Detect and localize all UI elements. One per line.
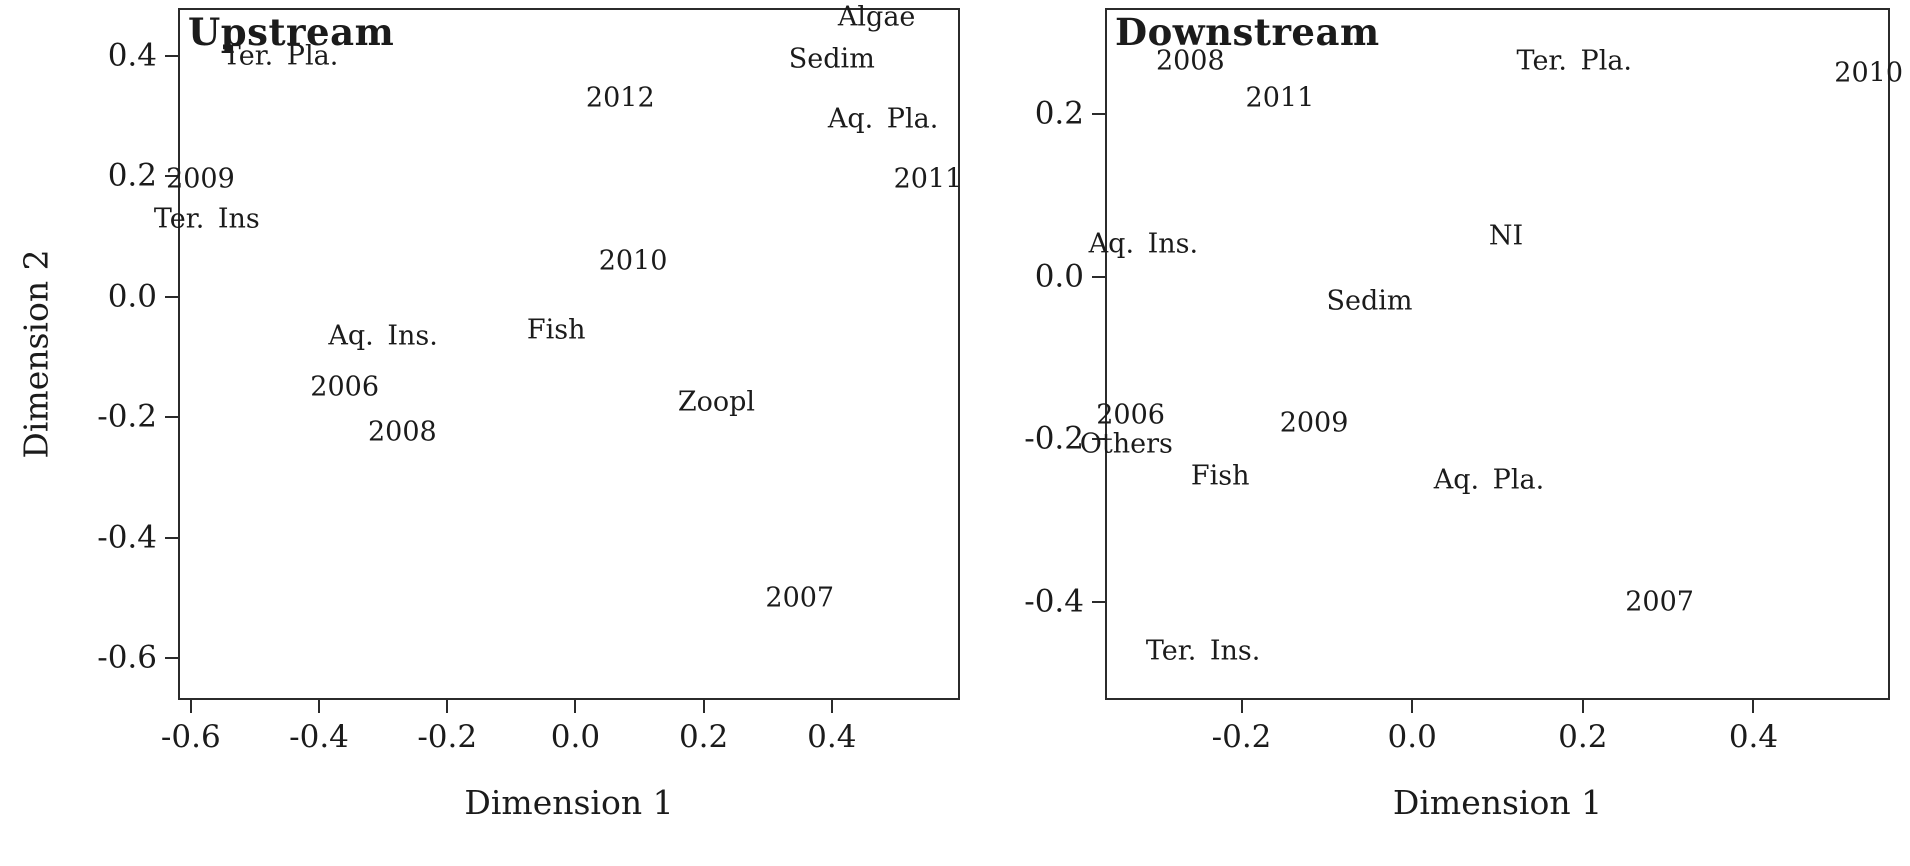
x-tick-label: -0.2	[417, 719, 478, 755]
y-tick-label: 0.4	[107, 37, 157, 74]
data-label-2011: 2011	[1245, 82, 1315, 114]
data-label-fish: Fish	[1190, 460, 1250, 492]
y-tick	[165, 295, 178, 298]
data-label-aq-ins: Aq. Ins.	[1088, 228, 1199, 260]
x-tick	[189, 700, 192, 713]
y-tick-label: -0.4	[97, 519, 157, 556]
plot-area-upstream	[178, 8, 960, 700]
data-label-aq-pla: Aq. Pla.	[827, 103, 939, 135]
data-label-sedim: Sedim	[1326, 285, 1413, 317]
x-tick-label: 0.4	[1728, 719, 1779, 755]
x-tick-label: -0.6	[160, 719, 221, 755]
y-tick-label: 0.2	[1034, 95, 1084, 132]
data-label-ter-ins: Ter. Ins	[153, 203, 260, 235]
y-tick	[1092, 601, 1105, 604]
x-tick-label: -0.2	[1211, 719, 1272, 755]
y-tick	[1092, 275, 1105, 278]
y-axis-title: Dimension 2	[16, 249, 56, 459]
x-tick	[1752, 700, 1755, 713]
data-label-2006: 2006	[310, 371, 379, 403]
y-tick	[1092, 112, 1105, 115]
x-tick-label: 0.0	[550, 719, 601, 755]
y-tick-label: 0.0	[1034, 258, 1084, 295]
y-tick	[165, 175, 178, 178]
data-label-others: Others	[1079, 428, 1173, 460]
data-label-ni: NI	[1488, 220, 1524, 252]
data-label-ter-pla: Ter. Pla.	[1516, 45, 1633, 77]
y-tick-label: -0.2	[97, 398, 157, 435]
x-tick	[318, 700, 321, 713]
y-tick-label: -0.2	[1024, 420, 1084, 457]
y-tick-label: 0.0	[107, 278, 157, 315]
y-tick	[1092, 438, 1105, 441]
x-tick	[574, 700, 577, 713]
x-tick-label: 0.0	[1387, 719, 1437, 755]
data-label-zoopl: Zoopl	[677, 386, 756, 418]
x-tick	[830, 700, 833, 713]
data-label-2007: 2007	[765, 582, 835, 614]
x-tick	[1240, 700, 1243, 713]
data-label-2008: 2008	[1155, 45, 1225, 77]
data-label-ter-pla: Ter. Pla.	[222, 40, 339, 72]
data-label-2009: 2009	[1279, 407, 1349, 439]
data-label-2011: 2011	[893, 163, 963, 195]
y-tick	[165, 55, 178, 58]
y-tick-label: -0.4	[1024, 583, 1084, 620]
data-label-aq-pla: Aq. Pla.	[1433, 464, 1545, 496]
data-label-2009: 2009	[166, 163, 235, 195]
x-tick	[1581, 700, 1584, 713]
y-tick	[165, 656, 178, 659]
data-label-ter-ins: Ter. Ins.	[1145, 635, 1261, 667]
x-tick	[702, 700, 705, 713]
data-label-aq-ins: Aq. Ins.	[328, 320, 438, 352]
y-tick	[165, 416, 178, 419]
x-tick-label: 0.2	[1558, 719, 1608, 755]
y-tick-label: -0.6	[97, 639, 157, 676]
x-tick-label: 0.2	[678, 719, 729, 755]
plot-area-downstream	[1105, 8, 1890, 700]
data-label-2010: 2010	[598, 245, 668, 277]
data-label-2010: 2010	[1834, 57, 1904, 89]
x-tick	[1411, 700, 1414, 713]
x-axis-title: Dimension 1	[464, 783, 674, 822]
data-label-2006: 2006	[1096, 399, 1165, 431]
x-tick	[446, 700, 449, 713]
x-tick-label: -0.4	[289, 719, 349, 755]
data-label-2008: 2008	[367, 416, 437, 448]
panel-title-upstream: Upstream	[188, 10, 395, 54]
data-label-fish: Fish	[526, 314, 586, 346]
data-label-algae: Algae	[837, 1, 916, 33]
x-tick-label: 0.4	[807, 719, 857, 755]
data-label-2012: 2012	[585, 82, 655, 114]
data-label-2007: 2007	[1625, 586, 1694, 618]
x-axis-title: Dimension 1	[1392, 783, 1603, 822]
y-tick-label: 0.2	[107, 157, 157, 194]
panel-title-downstream: Downstream	[1115, 10, 1380, 54]
y-tick	[165, 536, 178, 539]
data-label-sedim: Sedim	[788, 43, 875, 75]
